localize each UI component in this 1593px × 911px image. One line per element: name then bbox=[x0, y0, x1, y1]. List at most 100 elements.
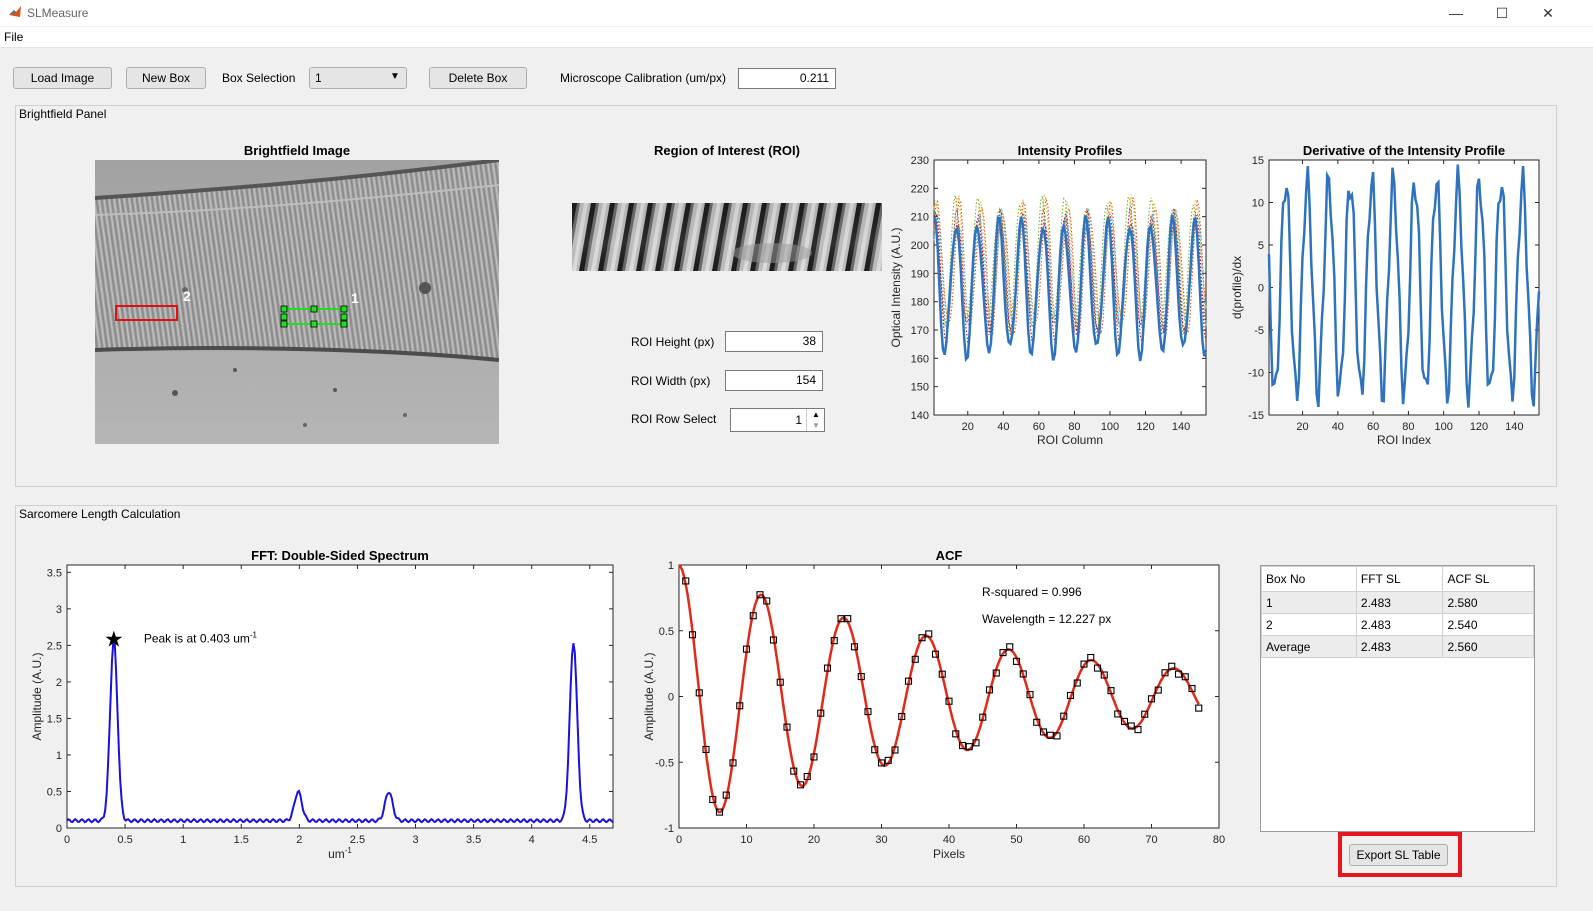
brightfield-panel-title: Brightfield Panel bbox=[19, 107, 107, 121]
table-header-row: Box No FFT SL ACF SL bbox=[1261, 566, 1534, 592]
acf-data-point bbox=[945, 697, 953, 705]
calibration-field[interactable]: 0.211 bbox=[738, 68, 836, 89]
acf-data-point bbox=[979, 713, 987, 721]
box-selection-dropdown[interactable]: 1 ▼ bbox=[309, 67, 407, 89]
derivative-chart[interactable]: 20 40 60 80 100 120 140 -15 -10 -5 0 5 10 15 Derivativ… bbox=[1225, 140, 1555, 455]
acf-data-point bbox=[722, 791, 730, 799]
x-tick-label: 80 bbox=[1213, 834, 1225, 846]
spinner-up-icon[interactable]: ▲ bbox=[806, 409, 825, 420]
x-tick-label: 0 bbox=[676, 834, 682, 846]
roi-row-spinner[interactable]: 1 bbox=[730, 408, 825, 432]
acf-data-point bbox=[918, 634, 926, 642]
table-cell[interactable]: Average bbox=[1261, 635, 1357, 658]
roi-box-2[interactable] bbox=[115, 305, 178, 321]
acf-data-point bbox=[1033, 718, 1041, 726]
sl-table-container[interactable]: Box No FFT SL ACF SL 1 2.483 2.580 2 2.4… bbox=[1260, 565, 1535, 832]
brightfield-image-title: Brightfield Image bbox=[243, 143, 351, 158]
acf-data-point bbox=[1174, 670, 1183, 678]
x-tick-label: 120 bbox=[1470, 421, 1488, 433]
table-cell[interactable]: 2.540 bbox=[1442, 613, 1534, 636]
table-row[interactable]: 1 2.483 2.580 bbox=[1261, 591, 1534, 614]
acf-data-point bbox=[790, 767, 798, 775]
acf-data-point bbox=[1039, 728, 1048, 736]
new-box-button[interactable]: New Box bbox=[126, 67, 206, 89]
sarcomere-panel-title: Sarcomere Length Calculation bbox=[19, 507, 181, 521]
brightfield-image[interactable]: 2 1 bbox=[95, 160, 499, 444]
x-axis-label: Pixels bbox=[933, 847, 965, 861]
profile-series-line bbox=[933, 193, 1207, 329]
sl-table[interactable]: Box No FFT SL ACF SL 1 2.483 2.580 2 2.4… bbox=[1261, 566, 1534, 658]
maximize-icon[interactable]: ☐ bbox=[1495, 5, 1509, 21]
close-icon[interactable]: ✕ bbox=[1542, 5, 1554, 21]
x-tick-label: 40 bbox=[1332, 421, 1344, 433]
table-row[interactable]: Average 2.483 2.560 bbox=[1261, 635, 1534, 658]
y-tick-label: 140 bbox=[911, 410, 929, 422]
roi-height-label: ROI Height (px) bbox=[631, 335, 715, 349]
x-tick-label: 3.5 bbox=[466, 834, 481, 846]
acf-data-point bbox=[1195, 704, 1203, 712]
x-tick-label: 40 bbox=[943, 834, 955, 846]
acf-data-point bbox=[952, 730, 960, 738]
x-tick-label: 60 bbox=[1078, 834, 1090, 846]
roi-height-field[interactable]: 38 bbox=[725, 331, 823, 352]
acf-data-point bbox=[972, 739, 980, 747]
y-tick-label: 220 bbox=[911, 183, 929, 195]
acf-data-point bbox=[783, 723, 791, 731]
y-tick-label: 0 bbox=[1258, 283, 1264, 295]
acf-data-point bbox=[884, 756, 892, 764]
acf-data-point bbox=[742, 645, 751, 653]
y-tick-label: 2 bbox=[56, 677, 62, 689]
intensity-profiles-chart[interactable]: 20 40 60 80 100 120 140 140 150 160 170 180 190 200 21… bbox=[890, 140, 1220, 455]
profile-series-line bbox=[933, 208, 1207, 332]
fft-chart[interactable]: 0 0.5 1 1.5 2 2.5 3 3.5 4 4.5 0 0.5 1 1.5 2 2.5 3 3.5 FFT:… bbox=[25, 545, 625, 865]
x-tick-label: 50 bbox=[1010, 834, 1022, 846]
box-selection-value: 1 bbox=[315, 71, 322, 85]
y-tick-label: 150 bbox=[911, 382, 929, 394]
acf-data-point bbox=[830, 637, 838, 645]
roi-width-label: ROI Width (px) bbox=[631, 374, 711, 388]
spinner-down-icon[interactable]: ▼ bbox=[806, 420, 825, 431]
col-header-acf-sl[interactable]: ACF SL bbox=[1442, 566, 1534, 592]
profile-series-line bbox=[932, 214, 1208, 363]
acf-data-point bbox=[857, 673, 865, 681]
y-tick-label: 1.5 bbox=[47, 713, 62, 725]
acf-data-point bbox=[1114, 710, 1122, 718]
acf-data-point bbox=[769, 636, 778, 644]
table-cell[interactable]: 2.560 bbox=[1442, 635, 1534, 658]
y-tick-label: -1 bbox=[664, 823, 674, 835]
acf-chart[interactable]: 0 10 20 30 40 50 60 70 80 -1 -0.5 0 0.5 1 ACF Pixels Amp… bbox=[630, 545, 1230, 865]
table-cell[interactable]: 2.483 bbox=[1355, 613, 1444, 636]
x-tick-label: 4.5 bbox=[582, 834, 597, 846]
table-cell[interactable]: 2.580 bbox=[1442, 591, 1534, 614]
y-tick-label: 170 bbox=[911, 325, 929, 337]
acf-data-point bbox=[1080, 660, 1088, 668]
roi-row-value: 1 bbox=[795, 413, 802, 427]
table-cell[interactable]: 2 bbox=[1261, 613, 1357, 636]
table-cell[interactable]: 2.483 bbox=[1355, 635, 1444, 658]
x-tick-label: 100 bbox=[1101, 421, 1119, 433]
x-axis-label: ROI Index bbox=[1377, 433, 1431, 447]
acf-data-point bbox=[837, 615, 845, 623]
acf-data-point bbox=[1053, 732, 1061, 740]
acf-data-point bbox=[904, 677, 913, 685]
table-cell[interactable]: 2.483 bbox=[1355, 591, 1444, 614]
y-tick-label: 15 bbox=[1252, 155, 1264, 167]
window-title: SLMeasure bbox=[27, 6, 89, 20]
table-cell[interactable]: 1 bbox=[1261, 591, 1357, 614]
x-tick-label: 80 bbox=[1402, 421, 1414, 433]
box-label-1: 1 bbox=[351, 290, 359, 306]
y-axis-label: Amplitude (A.U.) bbox=[30, 652, 44, 740]
acf-data-point bbox=[1154, 686, 1162, 694]
delete-box-button[interactable]: Delete Box bbox=[429, 67, 527, 89]
menu-file[interactable]: File bbox=[4, 30, 24, 44]
load-image-button[interactable]: Load Image bbox=[13, 67, 112, 89]
col-header-fft-sl[interactable]: FFT SL bbox=[1355, 566, 1444, 592]
table-row[interactable]: 2 2.483 2.540 bbox=[1261, 613, 1534, 636]
acf-data-point bbox=[1073, 679, 1081, 687]
minimize-icon[interactable]: — bbox=[1449, 5, 1463, 21]
col-header-box-no[interactable]: Box No bbox=[1261, 566, 1357, 592]
y-tick-label: 3.5 bbox=[47, 567, 62, 579]
y-tick-label: 1 bbox=[56, 750, 62, 762]
export-sl-table-button[interactable]: Export SL Table bbox=[1349, 844, 1448, 866]
roi-width-field[interactable]: 154 bbox=[725, 370, 823, 391]
